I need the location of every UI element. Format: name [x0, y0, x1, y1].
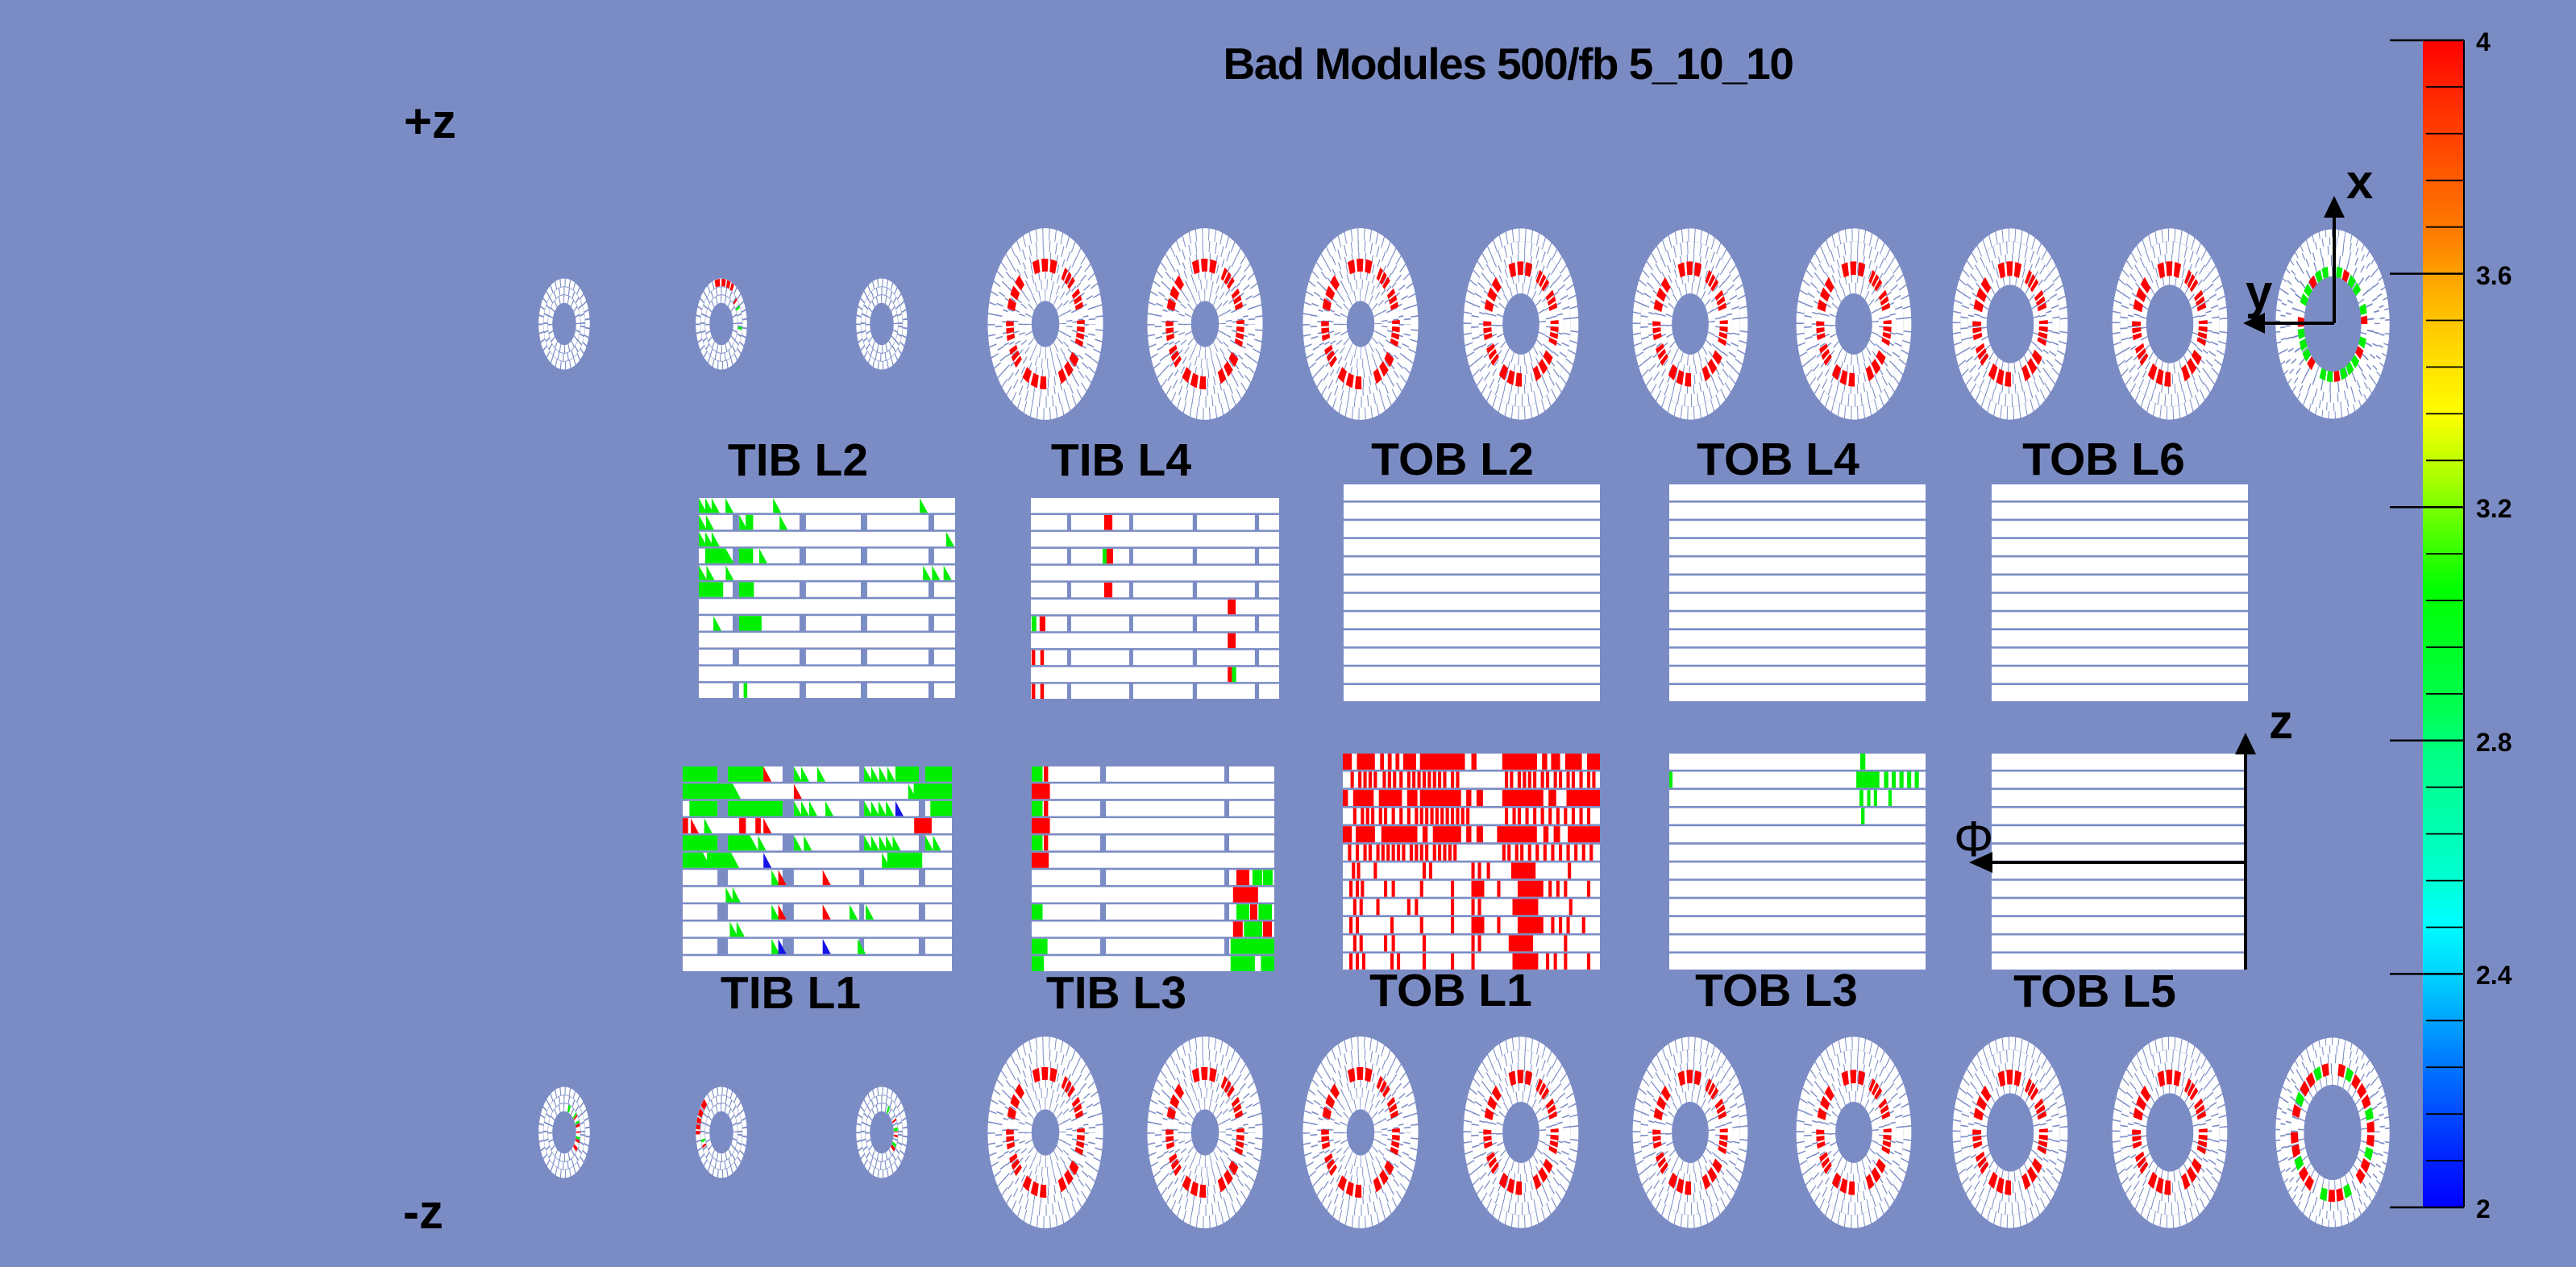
svg-text:TOB L3: TOB L3	[1695, 965, 1858, 1016]
svg-text:2: 2	[2476, 1194, 2491, 1223]
svg-text:TIB L1: TIB L1	[721, 967, 861, 1019]
svg-text:TOB L2: TOB L2	[1371, 434, 1534, 485]
svg-text:TIB L3: TIB L3	[1046, 967, 1186, 1019]
svg-text:4: 4	[2476, 27, 2491, 56]
svg-text:y: y	[2246, 265, 2273, 319]
svg-text:TOB L1: TOB L1	[1369, 965, 1532, 1016]
svg-text:-z: -z	[403, 1185, 443, 1239]
svg-text:+z: +z	[404, 94, 456, 148]
svg-text:TIB L4: TIB L4	[1051, 434, 1191, 486]
svg-text:TOB L5: TOB L5	[2013, 966, 2176, 1017]
svg-text:2.4: 2.4	[2476, 961, 2512, 990]
svg-text:z: z	[2269, 695, 2293, 749]
svg-text:2.8: 2.8	[2476, 728, 2512, 757]
svg-text:x: x	[2346, 155, 2373, 209]
svg-text:TOB L4: TOB L4	[1697, 434, 1859, 485]
svg-text:3.6: 3.6	[2476, 261, 2512, 290]
svg-text:Φ: Φ	[1954, 812, 1993, 867]
svg-text:TOB L6: TOB L6	[2022, 434, 2185, 485]
svg-text:3.2: 3.2	[2476, 494, 2512, 523]
svg-text:Bad Modules 500/fb 5_10_10: Bad Modules 500/fb 5_10_10	[1224, 39, 1793, 89]
svg-text:TIB L2: TIB L2	[728, 434, 868, 486]
